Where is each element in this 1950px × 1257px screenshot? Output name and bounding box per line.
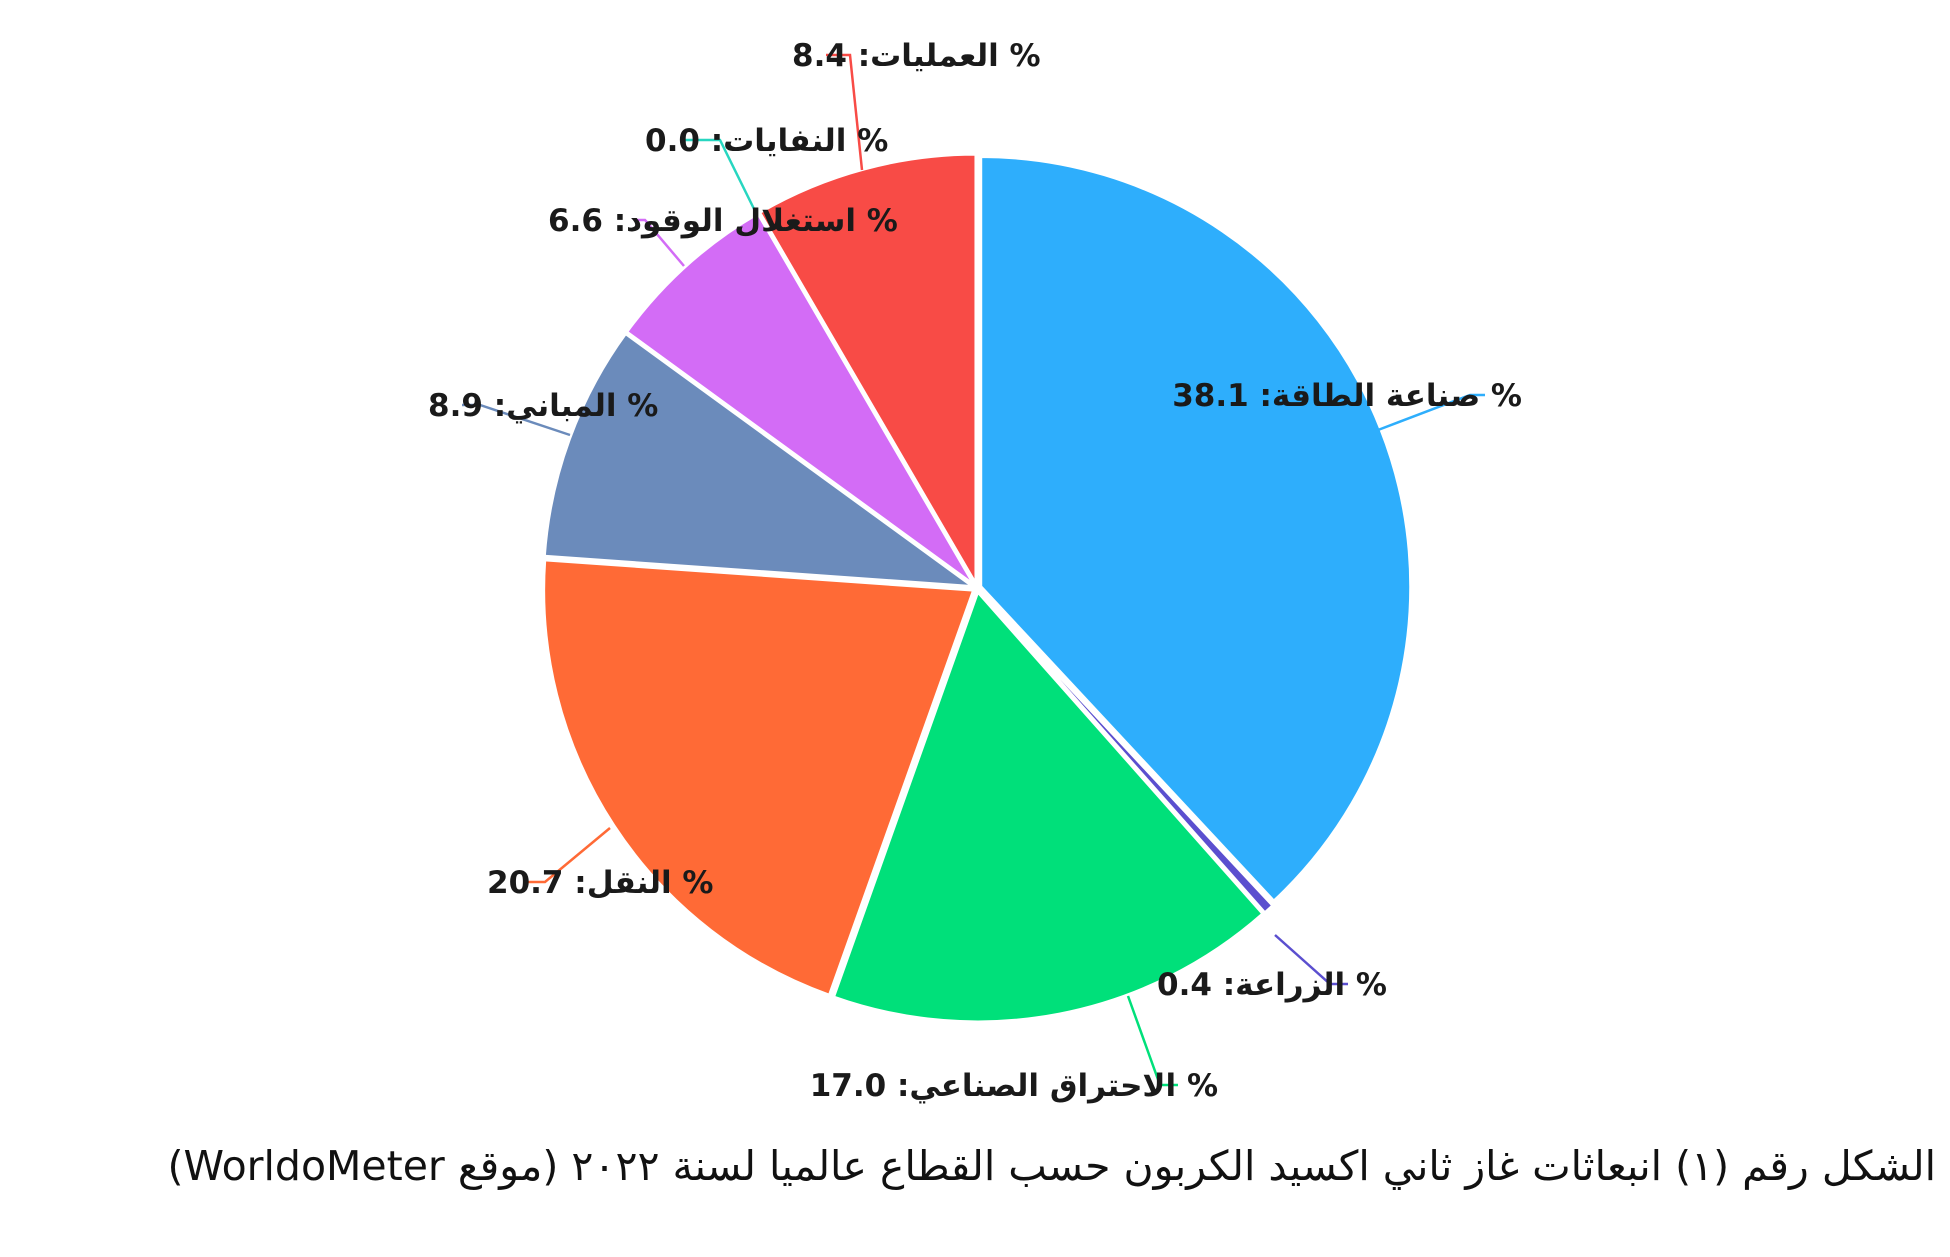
leader-line	[680, 138, 759, 216]
slice-label: % الاحتراق الصناعي: 17.0	[810, 1068, 1218, 1104]
slice-label: % النقل: 20.7	[487, 865, 713, 901]
leader-line	[826, 53, 864, 171]
slice-label: % العمليات: 8.4	[792, 38, 1041, 74]
slice-label: % صناعة الطاقة: 38.1	[1172, 378, 1522, 414]
leader-line	[1126, 995, 1178, 1087]
slice-label: % النفايات: 0.0	[645, 123, 888, 159]
leader-line	[1274, 934, 1348, 986]
pie-slice	[542, 558, 976, 997]
leader-line	[462, 403, 571, 437]
pie-slice	[625, 211, 976, 587]
leader-line	[1377, 393, 1485, 432]
pie-slice	[758, 152, 978, 586]
leader-line	[636, 218, 685, 267]
figure-caption: الشكل رقم (١) انبعاثات غاز ثاني اكسيد ال…	[167, 1142, 1936, 1190]
slice-label: % الزراعة: 0.4	[1157, 967, 1387, 1003]
leader-line	[528, 827, 611, 884]
pie-slice	[542, 332, 975, 589]
slice-label: % استغلال الوقود: 6.6	[548, 203, 898, 239]
pie-slice	[978, 589, 1275, 915]
pie-slice	[832, 590, 1265, 1024]
slice-label: % المباني: 8.9	[428, 388, 658, 424]
